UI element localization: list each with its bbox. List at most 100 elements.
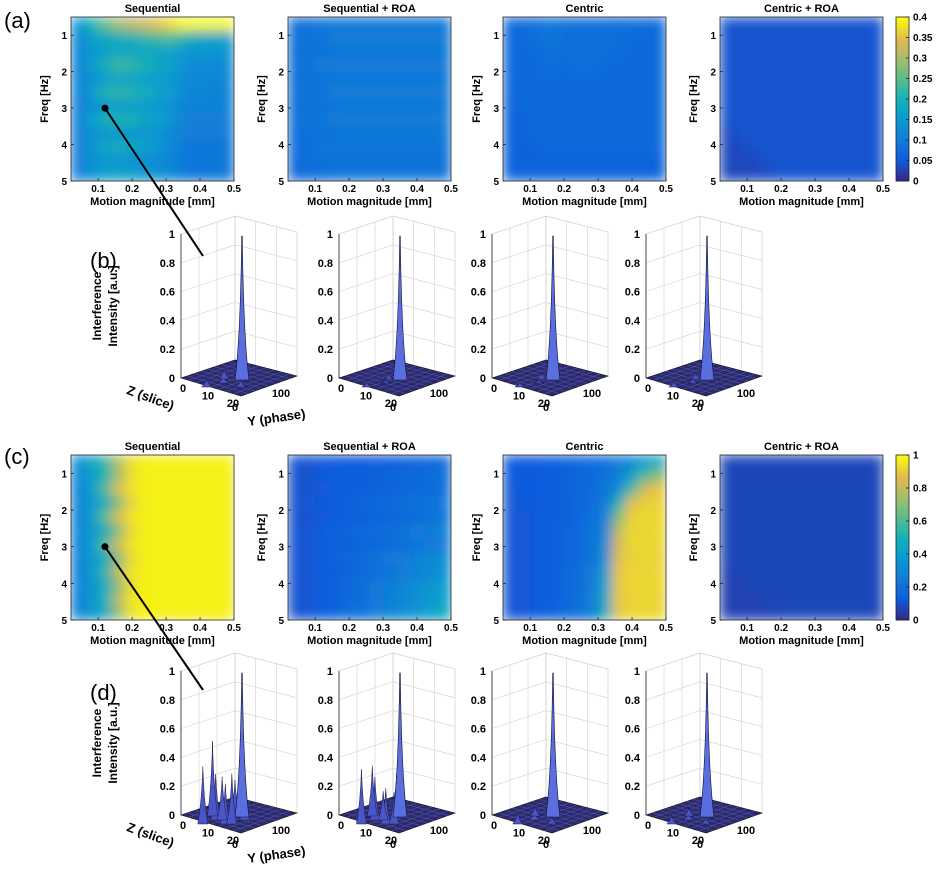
heatmap-cell xyxy=(71,44,86,59)
heatmap-cell xyxy=(125,606,140,620)
heatmap-cell xyxy=(530,482,545,497)
heatmap-cell xyxy=(98,606,113,620)
heatmap-cell xyxy=(557,551,572,566)
heatmap-cell xyxy=(652,537,666,552)
heatmap-cell xyxy=(383,482,398,497)
x-axis-label: Motion magnitude [mm] xyxy=(307,635,432,647)
heatmap-cell xyxy=(84,455,99,470)
heatmap-cell xyxy=(369,17,384,32)
heatmap-cell xyxy=(652,468,666,484)
heatmap-cell xyxy=(584,606,599,620)
heatmap-cell xyxy=(220,468,234,484)
heatmap-cell xyxy=(584,592,599,607)
heatmap-cell xyxy=(787,510,803,525)
heatmap-cell xyxy=(410,126,425,141)
heatmap-cell xyxy=(503,578,518,594)
heatmap-cell xyxy=(855,468,871,484)
heatmap-cell xyxy=(315,510,330,525)
colorbar-step xyxy=(896,167,909,171)
heatmap-cell xyxy=(638,112,654,127)
phase-tick-label: 100 xyxy=(737,825,755,837)
heatmap-cell xyxy=(543,565,558,580)
heatmap-cell xyxy=(869,153,883,168)
colorbar-step xyxy=(896,471,909,475)
heatmap-cell xyxy=(625,565,640,580)
heatmap-cell xyxy=(315,126,330,141)
heatmap-cell xyxy=(423,30,439,45)
heatmap-cell xyxy=(530,153,545,168)
heatmap-cell xyxy=(760,71,775,86)
z-tick-label: 0 xyxy=(169,810,175,822)
heatmap-cell xyxy=(383,606,398,620)
mesh-line xyxy=(379,364,442,382)
colorbar-step xyxy=(896,82,909,86)
heatmap-cell xyxy=(760,606,775,620)
heatmap-cell xyxy=(315,44,330,59)
plot-frame xyxy=(719,16,884,182)
heatmap-cell xyxy=(787,112,803,127)
heatmap-cell xyxy=(557,592,572,607)
heatmap-cell xyxy=(625,71,640,86)
heatmap-cell xyxy=(206,17,222,32)
heatmap-cell xyxy=(503,537,518,552)
heatmap-cell xyxy=(652,523,666,539)
heatmap-cell xyxy=(720,44,735,59)
heatmap-cell xyxy=(138,112,154,127)
colorbar-step xyxy=(896,88,909,92)
heatmap-cell xyxy=(611,126,626,141)
heatmap-cell xyxy=(543,44,558,59)
heatmap-cell xyxy=(288,551,303,566)
heatmap-cell xyxy=(179,537,194,552)
heatmap-cell xyxy=(220,167,234,181)
y-tick-label: 3 xyxy=(61,104,67,115)
heatmap-cell xyxy=(206,606,222,620)
colorbar-step xyxy=(896,134,909,138)
heatmap-cell xyxy=(396,523,411,539)
heatmap-cell xyxy=(152,30,167,45)
heatmap-cell xyxy=(396,112,411,127)
heatmap-cell xyxy=(543,468,558,484)
x-tick-label: 0.5 xyxy=(876,623,890,634)
heatmap-cell xyxy=(328,71,343,86)
heatmap-cell xyxy=(815,606,830,620)
heatmap-cell xyxy=(855,30,871,45)
heatmap-cell xyxy=(638,17,654,32)
mesh-line xyxy=(690,371,747,392)
heatmap-cell xyxy=(206,496,222,511)
heatmap-cell xyxy=(747,482,762,497)
grid-line xyxy=(645,710,701,729)
heatmap-cell xyxy=(733,85,748,100)
heatmap-cell xyxy=(71,606,86,620)
heatmap-cells xyxy=(288,455,451,620)
heatmap-cell xyxy=(557,17,572,32)
side-peak xyxy=(667,380,680,388)
heatmap-cell xyxy=(437,99,451,114)
heatmap-cell xyxy=(774,482,789,497)
heatmap-cell xyxy=(166,140,181,155)
heatmap-cell xyxy=(111,510,126,525)
heatmap-cell xyxy=(516,99,531,114)
heatmap-cell xyxy=(152,565,167,580)
heatmap-cell xyxy=(815,167,830,181)
heatmap-cell xyxy=(774,153,789,168)
heatmap-cell xyxy=(774,592,789,607)
heatmap-cell xyxy=(125,537,140,552)
heatmap-cell xyxy=(125,58,140,73)
heatmap-cell xyxy=(166,510,181,525)
grid-line xyxy=(180,302,236,321)
heatmap-cell xyxy=(410,99,425,114)
heatmap-cell xyxy=(760,44,775,59)
z-tick-label: 0 xyxy=(327,810,333,822)
heatmap-cell xyxy=(584,85,599,100)
heatmap-cell xyxy=(410,606,425,620)
y-tick-label: 2 xyxy=(710,506,716,517)
heatmap-cell xyxy=(152,126,167,141)
z-tick-label: 0.2 xyxy=(160,781,175,793)
z-tick-label: 0.4 xyxy=(471,315,487,327)
z-tick-label: 1 xyxy=(169,666,175,678)
heatmap-cell xyxy=(84,58,99,73)
z-tick-label: 0.4 xyxy=(160,752,176,764)
grid-line xyxy=(234,302,298,319)
heatmap-cell xyxy=(828,126,843,141)
